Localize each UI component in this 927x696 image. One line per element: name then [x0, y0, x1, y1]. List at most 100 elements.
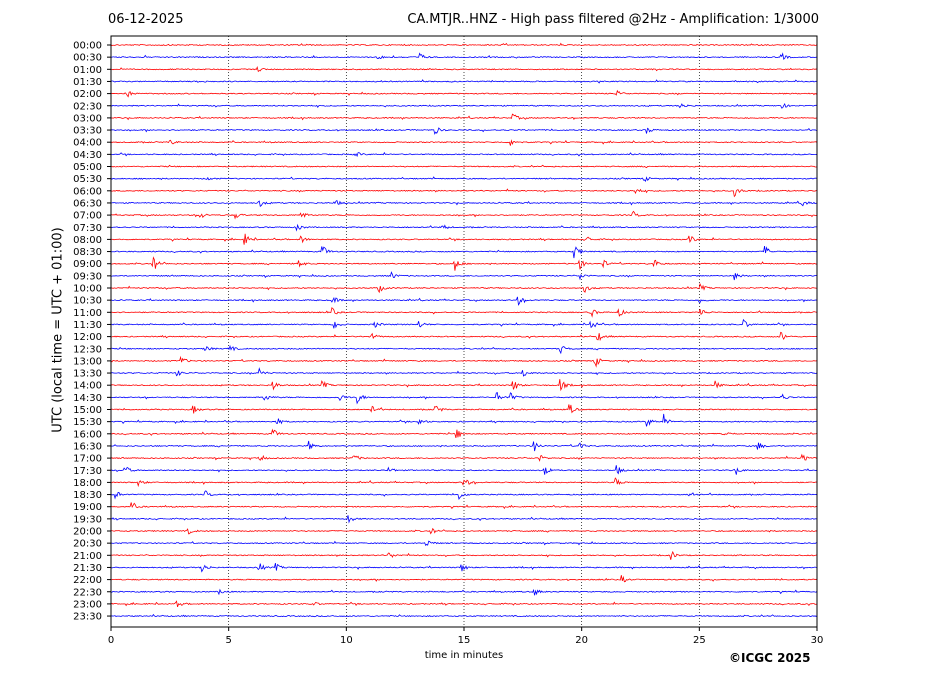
- trace-0400: [110, 139, 818, 146]
- y-tick-label: 08:00: [73, 235, 102, 246]
- trace-1130: [110, 318, 818, 329]
- trace-0330: [110, 127, 818, 135]
- trace-2300: [110, 600, 818, 608]
- copyright-notice: ©ICGC 2025: [729, 651, 811, 665]
- trace-2330: [110, 613, 818, 618]
- y-tick-label: 17:30: [73, 466, 102, 477]
- trace-0900: [110, 256, 818, 271]
- trace-0530: [110, 176, 818, 183]
- trace-2000: [110, 527, 818, 535]
- x-tick-label: 25: [693, 635, 706, 646]
- y-tick-label: 23:00: [73, 599, 102, 610]
- y-tick-label: 10:30: [73, 296, 102, 307]
- x-tick-label: 15: [458, 635, 471, 646]
- trace-1630: [110, 440, 818, 452]
- trace-0000: [110, 42, 818, 47]
- trace-1330: [110, 367, 818, 377]
- y-tick-label: 18:30: [73, 490, 102, 501]
- y-tick-label: 14:30: [73, 393, 102, 404]
- y-tick-label: 15:00: [73, 405, 102, 416]
- y-tick-label: 08:30: [73, 247, 102, 258]
- trace-0300: [110, 113, 818, 121]
- chart-date: 06-12-2025: [108, 12, 184, 27]
- trace-2230: [110, 588, 818, 596]
- seismic-traces: [110, 42, 818, 618]
- y-tick-label: 05:00: [73, 162, 102, 173]
- trace-1700: [110, 453, 818, 462]
- y-tick-label: 15:30: [73, 417, 102, 428]
- trace-0130: [110, 79, 818, 84]
- y-tick-label: 21:30: [73, 563, 102, 574]
- y-tick-label: 11:30: [73, 320, 102, 331]
- y-tick-label: 04:30: [73, 150, 102, 161]
- y-tick-label: 21:00: [73, 551, 102, 562]
- y-tick-label: 14:00: [73, 381, 102, 392]
- trace-1830: [110, 490, 818, 501]
- trace-0630: [110, 199, 818, 207]
- trace-1200: [110, 331, 818, 342]
- trace-0200: [110, 89, 818, 98]
- y-tick-label: 03:00: [73, 113, 102, 124]
- y-tick-label: 06:30: [73, 198, 102, 209]
- y-tick-label: 19:30: [73, 514, 102, 525]
- trace-0230: [110, 102, 818, 109]
- y-tick-label: 23:30: [73, 612, 102, 623]
- x-axis-ticks: 0 5 10 15 20 25 30: [108, 627, 824, 646]
- trace-0100: [110, 65, 818, 73]
- y-tick-label: 05:30: [73, 174, 102, 185]
- trace-1600: [110, 428, 818, 439]
- y-tick-label: 18:00: [73, 478, 102, 489]
- trace-1030: [110, 296, 818, 306]
- y-tick-label: 12:00: [73, 332, 102, 343]
- y-tick-label: 09:00: [73, 259, 102, 270]
- trace-2100: [110, 550, 818, 560]
- trace-1500: [110, 404, 818, 414]
- y-tick-label: 10:00: [73, 284, 102, 295]
- y-tick-label: 22:00: [73, 575, 102, 586]
- trace-1430: [110, 392, 818, 405]
- y-tick-label: 09:30: [73, 271, 102, 282]
- y-tick-label: 00:30: [73, 53, 102, 64]
- chart-title: CA.MTJR..HNZ - High pass filtered @2Hz -…: [407, 12, 819, 27]
- trace-0800: [110, 233, 818, 245]
- trace-1230: [110, 344, 818, 355]
- x-tick-label: 0: [108, 635, 114, 646]
- y-tick-label: 01:30: [73, 77, 102, 88]
- y-tick-label: 02:00: [73, 89, 102, 100]
- y-tick-label: 07:00: [73, 211, 102, 222]
- x-tick-label: 5: [225, 635, 231, 646]
- trace-1800: [110, 477, 818, 488]
- y-tick-label: 06:00: [73, 186, 102, 197]
- y-tick-label: 02:30: [73, 101, 102, 112]
- y-tick-label: 13:30: [73, 369, 102, 380]
- trace-0430: [110, 151, 818, 158]
- trace-1100: [110, 307, 818, 318]
- y-tick-label: 22:30: [73, 587, 102, 598]
- trace-0700: [110, 210, 818, 220]
- y-tick-label: 16:30: [73, 441, 102, 452]
- y-tick-label: 11:00: [73, 308, 102, 319]
- y-tick-label: 17:00: [73, 454, 102, 465]
- y-tick-label: 01:00: [73, 65, 102, 76]
- plot-frame: [110, 35, 818, 628]
- trace-2200: [110, 575, 818, 583]
- trace-0600: [110, 188, 818, 198]
- y-tick-label: 20:00: [73, 527, 102, 538]
- trace-2130: [110, 562, 818, 573]
- y-tick-label: 12:30: [73, 344, 102, 355]
- y-tick-label: 00:00: [73, 41, 102, 52]
- y-tick-label: 03:30: [73, 126, 102, 137]
- trace-0500: [110, 164, 817, 169]
- trace-1000: [110, 282, 818, 294]
- trace-2030: [110, 540, 818, 546]
- x-tick-label: 20: [575, 635, 588, 646]
- y-tick-label: 19:00: [73, 502, 102, 513]
- x-tick-label: 30: [811, 635, 824, 646]
- y-tick-label: 13:00: [73, 356, 102, 367]
- trace-1530: [111, 413, 818, 427]
- trace-1400: [110, 379, 818, 392]
- trace-0030: [110, 52, 818, 60]
- trace-0830: [110, 246, 818, 259]
